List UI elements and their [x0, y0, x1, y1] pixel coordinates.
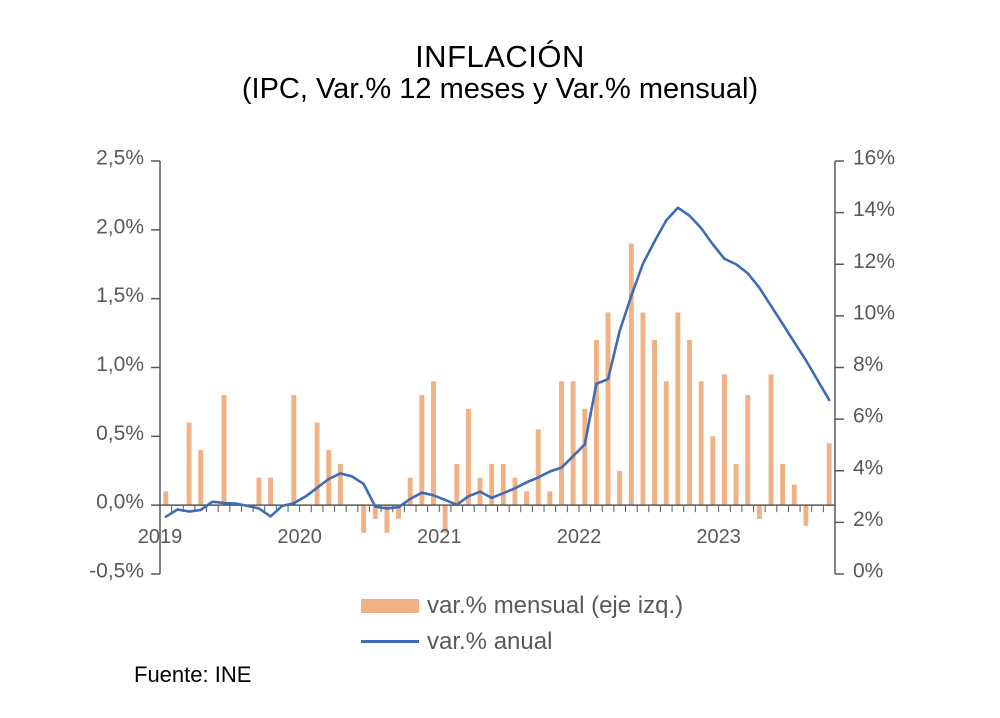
svg-text:1,5%: 1,5% [96, 284, 144, 307]
svg-text:2020: 2020 [277, 526, 322, 548]
svg-text:2022: 2022 [557, 526, 602, 548]
svg-text:14%: 14% [853, 198, 895, 221]
svg-text:12%: 12% [853, 250, 895, 273]
svg-text:2021: 2021 [417, 526, 462, 548]
svg-text:4%: 4% [853, 456, 883, 479]
svg-text:6%: 6% [853, 405, 883, 428]
svg-text:2%: 2% [853, 508, 883, 531]
svg-text:2,5%: 2,5% [96, 147, 144, 170]
svg-text:-0,5%: -0,5% [89, 560, 144, 583]
svg-text:2023: 2023 [696, 526, 741, 548]
svg-text:10%: 10% [853, 301, 895, 324]
svg-text:1,0%: 1,0% [96, 353, 144, 376]
svg-text:2,0%: 2,0% [96, 215, 144, 238]
svg-text:0,5%: 0,5% [96, 422, 144, 445]
svg-text:16%: 16% [853, 147, 895, 170]
svg-text:0%: 0% [853, 560, 883, 583]
svg-text:2019: 2019 [138, 526, 183, 548]
svg-text:8%: 8% [853, 353, 883, 376]
svg-text:0,0%: 0,0% [96, 491, 144, 514]
